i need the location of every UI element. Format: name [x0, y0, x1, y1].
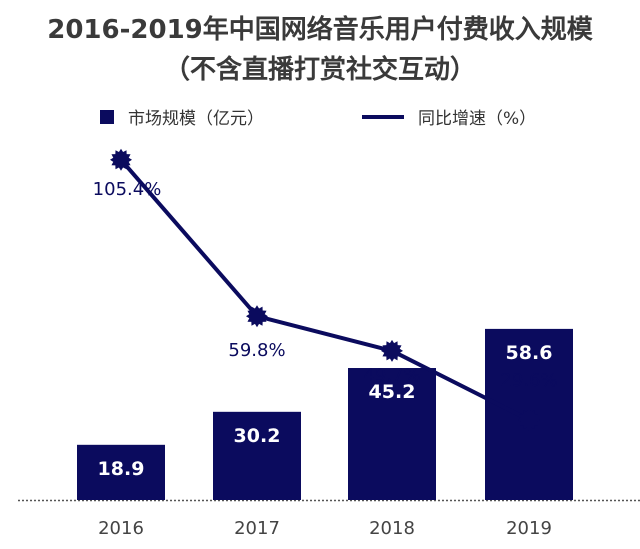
legend-item-line: 同比增速（%）	[362, 104, 536, 129]
x-tick-label-2017: 2017	[234, 518, 280, 539]
chart-title-line1: 2016-2019年中国网络音乐用户付费收入规模	[47, 15, 593, 45]
legend-item-bar: 市场规模（亿元）	[100, 104, 264, 129]
x-tick-label-2018: 2018	[369, 518, 415, 539]
growth-label-2019: 29.6%	[500, 370, 557, 391]
x-tick-label-2016: 2016	[98, 518, 144, 539]
legend: 市场规模（亿元） 同比增速（%）	[0, 104, 640, 134]
bar-2017	[213, 411, 301, 500]
bar-value-label-2017: 30.2	[234, 425, 281, 447]
growth-label-2018: 49.7%	[363, 365, 420, 386]
growth-line	[119, 158, 530, 422]
bar-2016	[77, 444, 165, 500]
growth-point-2016	[110, 148, 132, 171]
legend-bar-label: 市场规模（亿元）	[128, 109, 264, 129]
growth-label-2017: 59.8%	[228, 340, 285, 361]
growth-label-2016: 105.4%	[93, 179, 162, 200]
x-tick-label-2019: 2019	[506, 518, 552, 539]
bar-value-label-2019: 58.6	[506, 342, 553, 364]
chart-title-line2: （不含直播打赏社交互动）	[163, 55, 476, 85]
growth-point-2017	[246, 305, 268, 328]
growth-point-2018	[381, 339, 403, 362]
bar-value-label-2018: 45.2	[369, 381, 416, 403]
legend-line-swatch	[362, 114, 404, 119]
legend-line-label: 同比增速（%）	[418, 109, 537, 129]
bar-2018	[348, 368, 436, 500]
growth-point-2019	[518, 408, 540, 431]
bar-value-label-2016: 18.9	[98, 458, 145, 480]
chart-title: 2016-2019年中国网络音乐用户付费收入规模 （不含直播打赏社交互动）	[0, 10, 640, 90]
legend-bar-swatch	[100, 109, 114, 124]
